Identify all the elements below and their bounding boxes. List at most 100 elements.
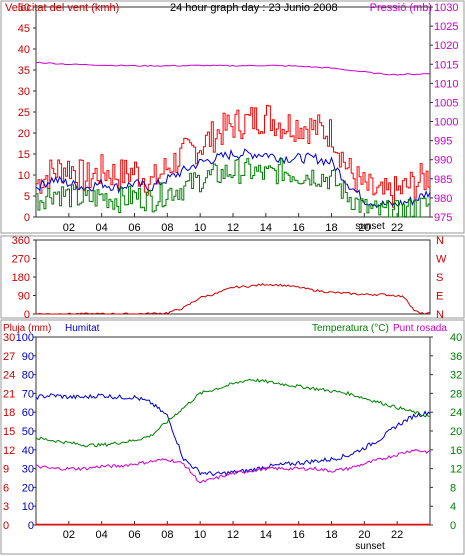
panel3-border	[0, 319, 465, 555]
panel1-left-tick-label: 50	[18, 2, 30, 14]
panel3-rain-tick-label: 18	[3, 407, 15, 419]
panel3-rain-tick-label: 12	[3, 445, 15, 457]
panel1-left-tick-label: 20	[18, 128, 30, 140]
panel1-left-ticks: 0 5 10 15 20 25 30 35 40 45 50	[18, 2, 36, 224]
panel3-x-tick-label: 04	[96, 529, 108, 541]
panel3-x-tick-label: 22	[391, 529, 403, 541]
panel1-left-tick-label: 15	[18, 149, 30, 161]
panel1-plot-area	[35, 6, 431, 218]
panel3-x-tick-label: 20	[358, 529, 370, 541]
panel2-direction-letter: W	[436, 254, 447, 266]
panel3-x-ticks: 02 04 06 08 10 12 14 16 18 20 22	[63, 521, 403, 541]
panel1-x-tick-label: 12	[227, 222, 239, 234]
panel1-left-title: Velocitat del vent (kmh)	[5, 2, 119, 14]
panel3-rain-tick-label: 0	[3, 520, 9, 532]
panel3-temperature-tick-label: 36	[450, 351, 462, 363]
panel1-right-tick-label: 985	[434, 174, 452, 186]
panel1-right-ticks: 975 980 985 990 995 1000 1005 1010 1015 1020 1025 1…	[430, 2, 458, 224]
panel1-x-tick-label: 16	[293, 222, 305, 234]
panel1-sunset-label: sunset	[355, 221, 385, 232]
panel1-right-tick-label: 995	[434, 136, 452, 148]
panel1-left-tick-label: 35	[18, 65, 30, 77]
panel1-x-tick-label: 10	[194, 222, 206, 234]
panel3-sunset-label: sunset	[355, 541, 385, 552]
panel1-right-tick-label: 1005	[434, 97, 458, 109]
panel3-humidity-tick-label: 20	[22, 482, 34, 494]
panel1-right-tick-label: 1020	[434, 40, 458, 52]
panel2-direction-letter: S	[436, 272, 443, 284]
panel3-temperature-tick-label: 16	[450, 445, 462, 457]
panel3-temperature-tick-label: 28	[450, 388, 462, 400]
panel1-right-tick-label: 1010	[434, 78, 458, 90]
panel1-x-ticks: 02 04 06 08 10 12 14 16 18 20 22	[63, 213, 403, 234]
panel3-rain-tick-label: 15	[3, 426, 15, 438]
panel1-left-tick-label: 0	[24, 212, 30, 224]
panel3-x-tick-label: 10	[194, 529, 206, 541]
panel3-x-tick-label: 08	[161, 529, 173, 541]
panel3-rain-ticks: 0 3 6 9 12 15 18 21 24 27 30	[3, 332, 15, 532]
panel3-temperature-tick-label: 8	[450, 482, 456, 494]
panel3-temperature-tick-label: 20	[450, 426, 462, 438]
panel3-humidity-ticks: 0 10 20 30 40 50 60 70 80 90 100	[16, 332, 36, 532]
panel3-rain-tick-label: 3	[3, 501, 9, 513]
panel1-series-wind_green	[36, 158, 431, 218]
panel2-direction-letter: N	[436, 235, 444, 247]
panel1-x-tick-label: 18	[325, 222, 337, 234]
panel3-humidity-tick-label: 10	[22, 501, 34, 513]
panel1-x-tick-label: 04	[96, 222, 108, 234]
panel1-right-tick-label: 1025	[434, 21, 458, 33]
panel1-series-gust	[36, 104, 431, 208]
panel3-temperature-tick-label: 4	[450, 501, 456, 513]
panel3-rain-title: Pluja (mm)	[3, 323, 51, 334]
panel3-x-tick-label: 16	[293, 529, 305, 541]
panel1-series-pressure	[35, 61, 430, 76]
panel2-series-direction	[36, 283, 431, 315]
panel3-x-tick-label: 12	[227, 529, 239, 541]
panel1-right-tick-label: 990	[434, 155, 452, 167]
panel1-x-tick-label: 02	[63, 222, 75, 234]
panel3-x-tick-label: 18	[325, 529, 337, 541]
panel3-series-temperature	[35, 378, 431, 448]
panel2-left-tick-label: 0	[24, 309, 30, 321]
panel1-x-tick-label: 20	[358, 222, 370, 234]
panel1-right-title: Pressió (mb)	[370, 2, 432, 14]
panel3-rain-tick-label: 30	[3, 332, 15, 344]
panel3-humidity-tick-label: 0	[28, 520, 34, 532]
panel3-humidity-tick-label: 80	[22, 370, 34, 382]
panel3-rain-tick-label: 21	[3, 388, 15, 400]
panel3-humidity-tick-label: 90	[22, 351, 34, 363]
panel2-left-tick-label: 270	[12, 254, 30, 266]
panel2-left-tick-label: 360	[12, 235, 30, 247]
panel1-border	[0, 0, 465, 234]
panel2-left-tick-label: 90	[18, 291, 30, 303]
panel2-plot-area	[35, 239, 431, 315]
panel2-left-tick-label: 180	[12, 272, 30, 284]
panel3-x-tick-label: 06	[128, 529, 140, 541]
panel3-temperature-ticks: 0 4 8 12 16 20 24 28 32 36 40	[430, 332, 462, 532]
panel1-right-tick-label: 980	[434, 193, 452, 205]
panel2-left-ticks: 0 90 180 270 360	[12, 235, 36, 321]
panel2-direction-letter: N	[436, 309, 444, 321]
panel1-right-tick-label: 1015	[434, 59, 458, 71]
panel3-humidity-tick-label: 100	[16, 332, 34, 344]
panel1-left-tick-label: 40	[18, 44, 30, 56]
panel3-humidity-tick-label: 70	[22, 388, 34, 400]
panel1-x-tick-label: 22	[391, 222, 403, 234]
panel3-temperature-title: Temperatura (°C)	[312, 323, 389, 334]
panel1-series-avg_wind	[35, 148, 431, 209]
panel3-rain-tick-label: 6	[3, 482, 9, 494]
panel3-rain-tick-label: 27	[3, 351, 15, 363]
panel1-right-tick-label: 1000	[434, 117, 458, 129]
panel3-series-dewpoint	[35, 449, 431, 484]
panel3-humidity-title: Humitat	[65, 323, 100, 334]
panel3-humidity-tick-label: 60	[22, 407, 34, 419]
panel1-x-tick-label: 14	[260, 222, 272, 234]
panel3-humidity-tick-label: 30	[22, 464, 34, 476]
panel1-left-tick-label: 5	[24, 191, 30, 203]
panel3-temperature-tick-label: 40	[450, 332, 462, 344]
panel1-x-tick-label: 08	[161, 222, 173, 234]
panel1-chart-title: 24 hour graph day : 23 Junio 2008	[170, 2, 338, 14]
panel3-plot-area	[35, 336, 431, 526]
panel3-rain-tick-label: 24	[3, 370, 15, 382]
panel3-rain-tick-label: 9	[3, 464, 9, 476]
